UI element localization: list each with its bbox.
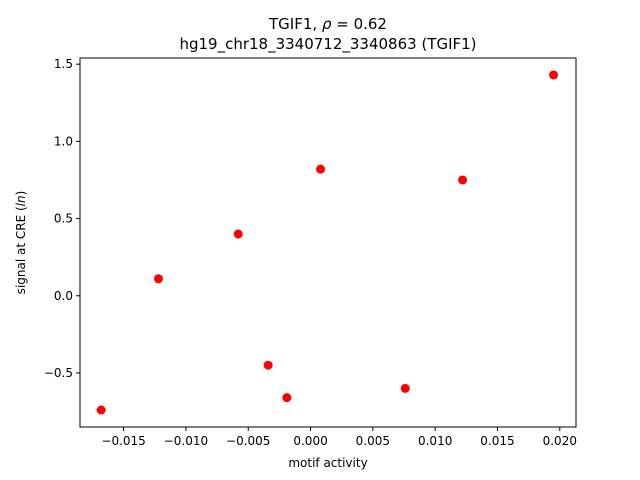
x-tick-label: −0.005 — [226, 434, 270, 448]
x-tick-label: −0.015 — [101, 434, 145, 448]
plot-area — [79, 57, 577, 428]
x-axis-ticks: −0.015 −0.010 −0.005 0.000 0.005 0.010 0.015 0.… — [101, 427, 577, 448]
data-point-3 — [233, 229, 243, 239]
x-axis-label: motif activity — [288, 456, 367, 470]
x-tick-label: 0.000 — [293, 434, 327, 448]
x-tick-label: 0.015 — [480, 434, 514, 448]
y-axis-ticks: −0.5 0.0 0.5 1.0 1.5 — [44, 57, 80, 380]
data-point-6 — [316, 164, 326, 174]
y-tick-label: 1.0 — [54, 134, 73, 148]
y-tick-label: −0.5 — [44, 366, 73, 380]
data-point-2 — [154, 274, 164, 284]
data-point-7 — [400, 383, 410, 393]
data-point-4 — [263, 360, 273, 370]
y-tick-label: 0.5 — [54, 212, 73, 226]
data-point-5 — [282, 393, 292, 403]
data-point-9 — [549, 70, 559, 80]
data-point-1 — [96, 405, 106, 415]
y-tick-label: 1.5 — [54, 57, 73, 71]
x-tick-label: 0.020 — [543, 434, 577, 448]
y-tick-label: 0.0 — [54, 289, 73, 303]
axes-frame — [79, 57, 577, 428]
data-point-8 — [458, 175, 468, 185]
x-tick-label: 0.010 — [418, 434, 452, 448]
x-tick-label: 0.005 — [356, 434, 390, 448]
points-layer — [96, 70, 559, 415]
x-tick-label: −0.010 — [164, 434, 208, 448]
chart-subtitle: hg19_chr18_3340712_3340863 (TGIF1) — [179, 35, 476, 54]
chart-title: TGIF1, ρ = 0.62 — [268, 15, 387, 33]
y-axis-label: signal at CRE (ln) — [14, 191, 28, 295]
